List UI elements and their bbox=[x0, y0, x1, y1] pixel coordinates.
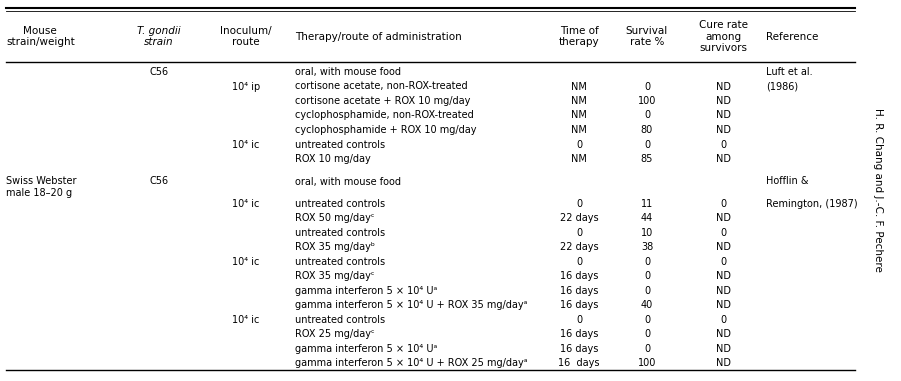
Text: ROX 10 mg/day: ROX 10 mg/day bbox=[295, 154, 370, 164]
Text: gamma interferon 5 × 10⁴ Uᵃ: gamma interferon 5 × 10⁴ Uᵃ bbox=[295, 286, 437, 296]
Text: 16 days: 16 days bbox=[560, 286, 598, 296]
Text: 0: 0 bbox=[720, 228, 726, 238]
Text: untreated controls: untreated controls bbox=[295, 139, 385, 149]
Text: cortisone acetate, non-ROX-treated: cortisone acetate, non-ROX-treated bbox=[295, 82, 468, 91]
Text: Therapy/route of administration: Therapy/route of administration bbox=[295, 32, 461, 42]
Text: Reference: Reference bbox=[766, 32, 818, 42]
Text: 0: 0 bbox=[576, 199, 582, 209]
Text: 16 days: 16 days bbox=[560, 272, 598, 282]
Text: 80: 80 bbox=[641, 125, 653, 135]
Text: 0: 0 bbox=[576, 257, 582, 267]
Text: NM: NM bbox=[571, 96, 587, 106]
Text: 0: 0 bbox=[720, 199, 726, 209]
Text: Inoculum/
route: Inoculum/ route bbox=[220, 26, 272, 47]
Text: ND: ND bbox=[716, 330, 731, 339]
Text: 0: 0 bbox=[720, 315, 726, 325]
Text: C56: C56 bbox=[150, 176, 168, 187]
Text: 0: 0 bbox=[644, 139, 650, 149]
Text: ND: ND bbox=[716, 125, 731, 135]
Text: 0: 0 bbox=[644, 110, 650, 120]
Text: 38: 38 bbox=[641, 242, 653, 253]
Text: 16 days: 16 days bbox=[560, 301, 598, 311]
Text: 0: 0 bbox=[644, 344, 650, 354]
Text: Luft et al.: Luft et al. bbox=[766, 67, 813, 77]
Text: ND: ND bbox=[716, 154, 731, 164]
Text: 0: 0 bbox=[644, 257, 650, 267]
Text: 10⁴ ic: 10⁴ ic bbox=[232, 139, 259, 149]
Text: 0: 0 bbox=[576, 139, 582, 149]
Text: 10⁴ ic: 10⁴ ic bbox=[232, 315, 259, 325]
Text: ND: ND bbox=[716, 272, 731, 282]
Text: Time of
therapy: Time of therapy bbox=[559, 26, 599, 47]
Text: untreated controls: untreated controls bbox=[295, 315, 385, 325]
Text: 0: 0 bbox=[576, 315, 582, 325]
Text: ND: ND bbox=[716, 359, 731, 368]
Text: 0: 0 bbox=[576, 228, 582, 238]
Text: 0: 0 bbox=[644, 272, 650, 282]
Text: 16 days: 16 days bbox=[560, 330, 598, 339]
Text: 10⁴ ip: 10⁴ ip bbox=[232, 82, 260, 91]
Text: Swiss Webster
male 18–20 g: Swiss Webster male 18–20 g bbox=[6, 176, 77, 198]
Text: untreated controls: untreated controls bbox=[295, 257, 385, 267]
Text: 85: 85 bbox=[641, 154, 653, 164]
Text: NM: NM bbox=[571, 125, 587, 135]
Text: cyclophosphamide + ROX 10 mg/day: cyclophosphamide + ROX 10 mg/day bbox=[295, 125, 476, 135]
Text: ROX 35 mg/dayᶜ: ROX 35 mg/dayᶜ bbox=[295, 272, 374, 282]
Text: NM: NM bbox=[571, 154, 587, 164]
Text: Hofflin &: Hofflin & bbox=[766, 176, 808, 187]
Text: ROX 35 mg/dayᵇ: ROX 35 mg/dayᵇ bbox=[295, 242, 375, 253]
Text: (1986): (1986) bbox=[766, 82, 798, 91]
Text: 0: 0 bbox=[720, 139, 726, 149]
Text: 100: 100 bbox=[638, 96, 656, 106]
Text: 0: 0 bbox=[644, 286, 650, 296]
Text: oral, with mouse food: oral, with mouse food bbox=[295, 176, 401, 187]
Text: C56: C56 bbox=[150, 67, 168, 77]
Text: 22 days: 22 days bbox=[560, 213, 598, 224]
Text: 16  days: 16 days bbox=[559, 359, 600, 368]
Text: ND: ND bbox=[716, 82, 731, 91]
Text: 0: 0 bbox=[644, 330, 650, 339]
Text: Mouse
strain/weight: Mouse strain/weight bbox=[6, 26, 75, 47]
Text: 11: 11 bbox=[641, 199, 653, 209]
Text: oral, with mouse food: oral, with mouse food bbox=[295, 67, 401, 77]
Text: 0: 0 bbox=[720, 257, 726, 267]
Text: ND: ND bbox=[716, 344, 731, 354]
Text: 10⁴ ic: 10⁴ ic bbox=[232, 257, 259, 267]
Text: gamma interferon 5 × 10⁴ Uᵃ: gamma interferon 5 × 10⁴ Uᵃ bbox=[295, 344, 437, 354]
Text: Survival
rate %: Survival rate % bbox=[626, 26, 669, 47]
Text: NM: NM bbox=[571, 110, 587, 120]
Text: untreated controls: untreated controls bbox=[295, 228, 385, 238]
Text: 100: 100 bbox=[638, 359, 656, 368]
Text: cyclophosphamide, non-ROX-treated: cyclophosphamide, non-ROX-treated bbox=[295, 110, 473, 120]
Text: 10⁴ ic: 10⁴ ic bbox=[232, 199, 259, 209]
Text: 0: 0 bbox=[644, 315, 650, 325]
Text: Cure rate
among
survivors: Cure rate among survivors bbox=[699, 20, 748, 53]
Text: Remington, (1987): Remington, (1987) bbox=[766, 199, 858, 209]
Text: 10: 10 bbox=[641, 228, 653, 238]
Text: T. gondii
strain: T. gondii strain bbox=[137, 26, 180, 47]
Text: H. R. Chang and J.-C. F. Pechere: H. R. Chang and J.-C. F. Pechere bbox=[873, 108, 883, 272]
Text: cortisone acetate + ROX 10 mg/day: cortisone acetate + ROX 10 mg/day bbox=[295, 96, 470, 106]
Text: gamma interferon 5 × 10⁴ U + ROX 35 mg/dayᵃ: gamma interferon 5 × 10⁴ U + ROX 35 mg/d… bbox=[295, 301, 527, 311]
Text: ND: ND bbox=[716, 110, 731, 120]
Text: 40: 40 bbox=[641, 301, 653, 311]
Text: 16 days: 16 days bbox=[560, 344, 598, 354]
Text: ND: ND bbox=[716, 96, 731, 106]
Text: 0: 0 bbox=[644, 82, 650, 91]
Text: NM: NM bbox=[571, 82, 587, 91]
Text: ND: ND bbox=[716, 286, 731, 296]
Text: 44: 44 bbox=[641, 213, 653, 224]
Text: untreated controls: untreated controls bbox=[295, 199, 385, 209]
Text: gamma interferon 5 × 10⁴ U + ROX 25 mg/dayᵃ: gamma interferon 5 × 10⁴ U + ROX 25 mg/d… bbox=[295, 359, 527, 368]
Text: ROX 25 mg/dayᶜ: ROX 25 mg/dayᶜ bbox=[295, 330, 374, 339]
Text: ND: ND bbox=[716, 301, 731, 311]
Text: ND: ND bbox=[716, 242, 731, 253]
Text: ND: ND bbox=[716, 213, 731, 224]
Text: ROX 50 mg/dayᶜ: ROX 50 mg/dayᶜ bbox=[295, 213, 374, 224]
Text: 22 days: 22 days bbox=[560, 242, 598, 253]
